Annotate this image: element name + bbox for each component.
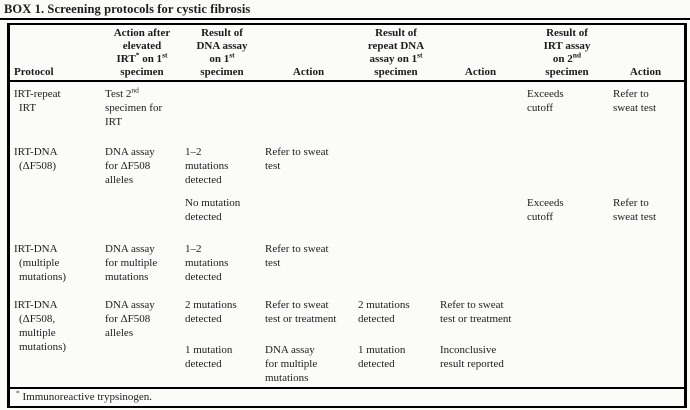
table-cell: No mutation detected xyxy=(185,197,241,223)
box-title: BOX 1. Screening protocols for cystic fi… xyxy=(4,2,251,16)
table-cell xyxy=(527,242,613,284)
table-cell xyxy=(105,343,185,385)
title-rule xyxy=(0,18,690,20)
table-cell: IRT-DNA (ΔF508, multiple mutations) xyxy=(14,299,67,353)
table-cell xyxy=(440,145,527,187)
col-header-action-3: Action xyxy=(629,66,662,78)
table-cell: DNA assay for ΔF508 alleles xyxy=(105,299,155,339)
table-cell: 1 mutation detected xyxy=(358,344,406,370)
col-header-protocol: Protocol xyxy=(14,66,54,78)
table-cell: DNA assay for multiple mutations xyxy=(265,344,318,384)
screening-protocols-table: Protocol Action after elevated IRT* on 1… xyxy=(7,23,687,408)
col-header-result-irt-assay-2nd: Result of IRT assay on 2nd specimen xyxy=(543,27,591,78)
table-cell xyxy=(265,87,358,129)
table-row: No mutation detected Exceeds cutoff Refer … xyxy=(10,196,684,224)
table-cell xyxy=(613,145,684,187)
table-cell xyxy=(527,145,613,187)
table-cell: Test 2nd specimen for IRT xyxy=(105,85,163,128)
table-cell xyxy=(265,196,358,224)
table-cell xyxy=(185,87,265,129)
col-header-action-after-elevated-irt: Action after elevated IRT* on 1st specim… xyxy=(113,27,171,78)
table-row: IRT-DNA (multiple mutations) DNA assay fo… xyxy=(10,242,684,284)
table-row: IRT-DNA (ΔF508) DNA assay for ΔF508 allel… xyxy=(10,145,684,187)
table-cell: Refer to sweat test or treatment xyxy=(265,299,337,325)
table-row: IRT-repeat IRT Test 2nd specimen for IRT E… xyxy=(10,85,684,129)
table-cell: Refer to sweat test xyxy=(613,197,657,223)
table-row: IRT-DNA (ΔF508, multiple mutations) DNA a… xyxy=(10,298,684,354)
table-cell: Refer to sweat test xyxy=(265,146,329,172)
col-header-action-2: Action xyxy=(464,66,497,78)
col-header-action-1: Action xyxy=(292,66,325,78)
footnote-rule xyxy=(10,387,684,389)
table-cell: Refer to sweat test or treatment xyxy=(440,299,512,325)
table-cell: Inconclusive result reported xyxy=(440,344,504,370)
table-cell xyxy=(105,196,185,224)
table-cell: 1–2 mutations detected xyxy=(185,243,229,283)
table-cell xyxy=(14,343,105,385)
table-cell xyxy=(358,145,440,187)
table-cell: IRT-repeat IRT xyxy=(14,88,61,114)
table-cell: 2 mutations detected xyxy=(358,299,410,325)
table-cell xyxy=(440,87,527,129)
table-cell xyxy=(14,196,105,224)
table-cell xyxy=(440,196,527,224)
table-cell xyxy=(440,242,527,284)
table-cell: DNA assay for multiple mutations xyxy=(105,243,158,283)
table-cell: 1 mutation detected xyxy=(185,344,233,370)
table-body: IRT-repeat IRT Test 2nd specimen for IRT E… xyxy=(10,85,684,385)
col-header-result-repeat-dna-assay: Result of repeat DNA assay on 1st specim… xyxy=(367,27,425,78)
table-cell xyxy=(358,87,440,129)
table-cell: IRT-DNA (multiple mutations) xyxy=(14,243,67,283)
table-cell: Exceeds cutoff xyxy=(527,197,564,223)
table-cell: Exceeds cutoff xyxy=(527,88,564,114)
table-cell: 1–2 mutations detected xyxy=(185,146,229,186)
table-row: 1 mutation detected DNA assay for multipl… xyxy=(10,343,684,385)
table-cell xyxy=(358,242,440,284)
col-header-result-dna-assay-1st: Result of DNA assay on 1st specimen xyxy=(196,27,248,78)
table-cell: 2 mutations detected xyxy=(185,299,237,325)
table-cell xyxy=(613,343,684,385)
table-cell: IRT-DNA (ΔF508) xyxy=(14,146,58,172)
footnote: * Immunoreactive trypsinogen. xyxy=(16,388,153,403)
table-cell xyxy=(358,196,440,224)
table-cell xyxy=(613,242,684,284)
table-cell xyxy=(527,343,613,385)
table-header-row: Protocol Action after elevated IRT* on 1… xyxy=(10,27,684,82)
table-cell: Refer to sweat test xyxy=(265,243,329,269)
table-cell: DNA assay for ΔF508 alleles xyxy=(105,146,155,186)
table-cell: Refer to sweat test xyxy=(613,88,657,114)
